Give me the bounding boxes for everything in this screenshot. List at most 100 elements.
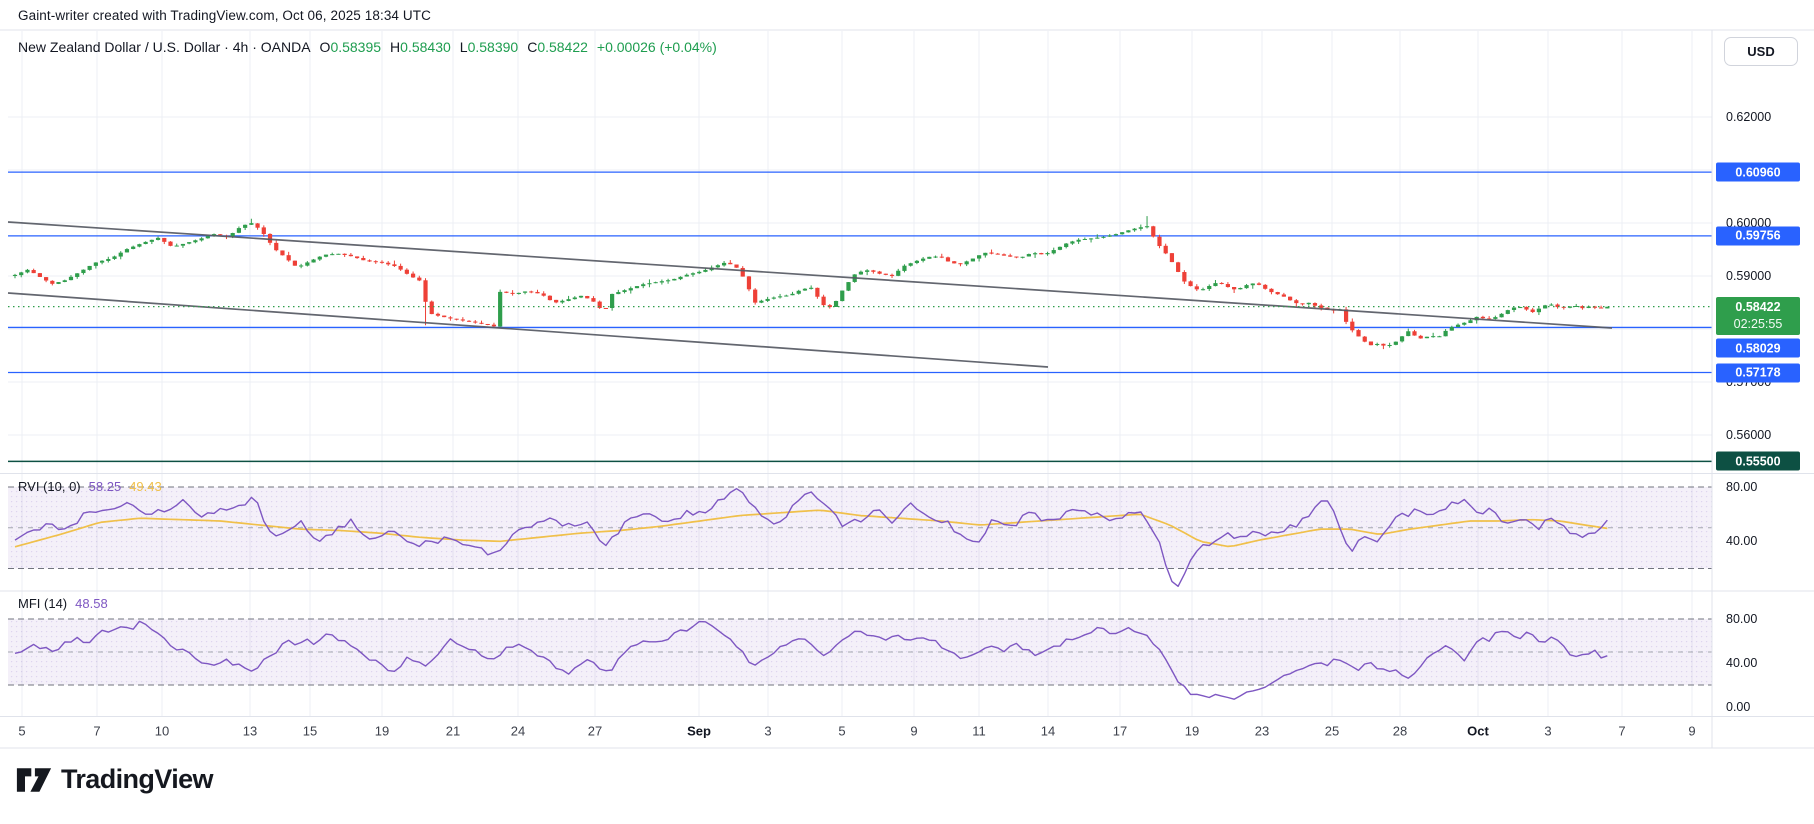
candle: [802, 288, 808, 291]
candle: [578, 295, 584, 298]
candle: [958, 263, 963, 265]
candle: [1275, 292, 1280, 295]
candle: [933, 256, 938, 258]
candle: [1194, 286, 1199, 290]
candle: [846, 282, 851, 291]
candle: [1549, 304, 1554, 306]
rvi-params: (10, 0): [43, 479, 81, 494]
candle: [634, 286, 640, 289]
candle: [1574, 305, 1579, 307]
price-axis-tick: 0.62000: [1726, 110, 1772, 124]
candle: [809, 287, 814, 289]
candle: [1350, 321, 1355, 331]
candle: [1387, 345, 1392, 347]
candle: [765, 298, 770, 301]
candle: [1182, 272, 1187, 282]
candle: [1462, 322, 1467, 325]
candle: [728, 262, 733, 265]
candle: [1250, 283, 1255, 286]
candle: [1008, 255, 1013, 257]
rvi-line: [14, 488, 1608, 587]
candle: [286, 255, 291, 261]
candle: [1169, 253, 1175, 263]
price-level-label: 0.55500: [1716, 451, 1800, 471]
currency-toggle-button[interactable]: USD: [1724, 37, 1798, 66]
candle: [796, 290, 801, 294]
candle: [684, 274, 689, 277]
candle: [1381, 343, 1386, 346]
time-axis-tick: 7: [93, 723, 101, 739]
candle: [666, 280, 671, 282]
candle: [255, 223, 260, 228]
candle: [1412, 331, 1417, 336]
time-axis-tick: Sep: [687, 723, 711, 739]
candle: [1238, 288, 1243, 290]
candle: [753, 289, 758, 303]
candle: [1120, 232, 1125, 235]
candle: [1418, 335, 1423, 339]
candle: [1039, 253, 1044, 255]
candle: [386, 262, 391, 265]
candle: [1088, 238, 1094, 240]
candle: [143, 241, 148, 245]
time-axis-tick: 3: [764, 723, 772, 739]
candle: [1144, 226, 1150, 228]
time-axis-tick: 9: [1688, 723, 1696, 739]
time-axis-tick: 15: [302, 723, 318, 739]
time-axis-tick: 23: [1254, 723, 1270, 739]
time-axis-tick: 5: [838, 723, 846, 739]
candle: [827, 305, 832, 308]
candle: [99, 260, 105, 263]
candle: [877, 271, 882, 274]
time-axis-tick: 19: [1184, 723, 1200, 739]
candle: [572, 297, 577, 300]
candle: [777, 296, 783, 298]
time-axis-tick: 3: [1544, 723, 1552, 739]
mfi-params: (14): [44, 596, 68, 611]
candle: [1306, 302, 1311, 305]
candle: [19, 272, 24, 276]
candle: [137, 244, 142, 247]
candle: [659, 281, 664, 283]
price-level-label: 0.60960: [1716, 162, 1800, 182]
candle: [908, 263, 913, 266]
candle: [336, 253, 341, 255]
candle: [1424, 336, 1430, 339]
candle: [1064, 243, 1069, 248]
candle: [1225, 284, 1230, 288]
candle: [230, 233, 235, 237]
candle: [491, 324, 497, 327]
time-axis-tick: 5: [18, 723, 26, 739]
candle: [690, 273, 696, 275]
tradingview-logo[interactable]: TradingView: [16, 764, 214, 795]
candle: [504, 291, 509, 293]
candle: [460, 319, 465, 321]
candle: [547, 295, 553, 301]
candle: [323, 254, 329, 257]
candle: [1343, 309, 1349, 322]
candle: [535, 291, 540, 294]
candle: [62, 280, 67, 282]
candle: [964, 261, 969, 265]
candle: [187, 242, 192, 244]
candle: [317, 256, 322, 260]
candle: [989, 252, 994, 254]
rvi-axis-tick: 40.00: [1726, 534, 1758, 549]
candle: [995, 253, 1000, 255]
candle: [75, 273, 80, 277]
symbol-title[interactable]: New Zealand Dollar / U.S. Dollar · 4h · …: [18, 39, 311, 55]
candle: [1219, 282, 1224, 284]
candle: [1375, 343, 1380, 345]
mfi-indicator-title[interactable]: MFI (14) 48.58: [18, 596, 108, 611]
candle: [112, 256, 117, 259]
mfi-name: MFI: [18, 596, 41, 611]
candle: [721, 262, 727, 266]
candle: [628, 288, 633, 291]
candle: [485, 323, 490, 325]
candle: [1518, 307, 1523, 309]
candle: [1455, 324, 1461, 328]
rvi-indicator-title[interactable]: RVI (10, 0) 58.25 49.43: [18, 479, 162, 494]
candle: [1281, 294, 1286, 297]
candle: [1399, 336, 1405, 342]
